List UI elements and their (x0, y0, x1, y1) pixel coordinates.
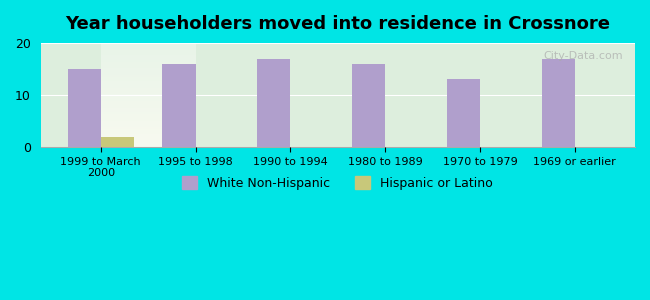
Text: City-Data.com: City-Data.com (543, 51, 623, 61)
Bar (541, 58, 575, 147)
Bar (68, 69, 101, 147)
Bar (162, 64, 196, 147)
Bar (352, 64, 385, 147)
Bar (257, 58, 291, 147)
Bar (447, 80, 480, 147)
Bar (101, 137, 134, 147)
Legend: White Non-Hispanic, Hispanic or Latino: White Non-Hispanic, Hispanic or Latino (177, 172, 499, 195)
Title: Year householders moved into residence in Crossnore: Year householders moved into residence i… (65, 15, 610, 33)
